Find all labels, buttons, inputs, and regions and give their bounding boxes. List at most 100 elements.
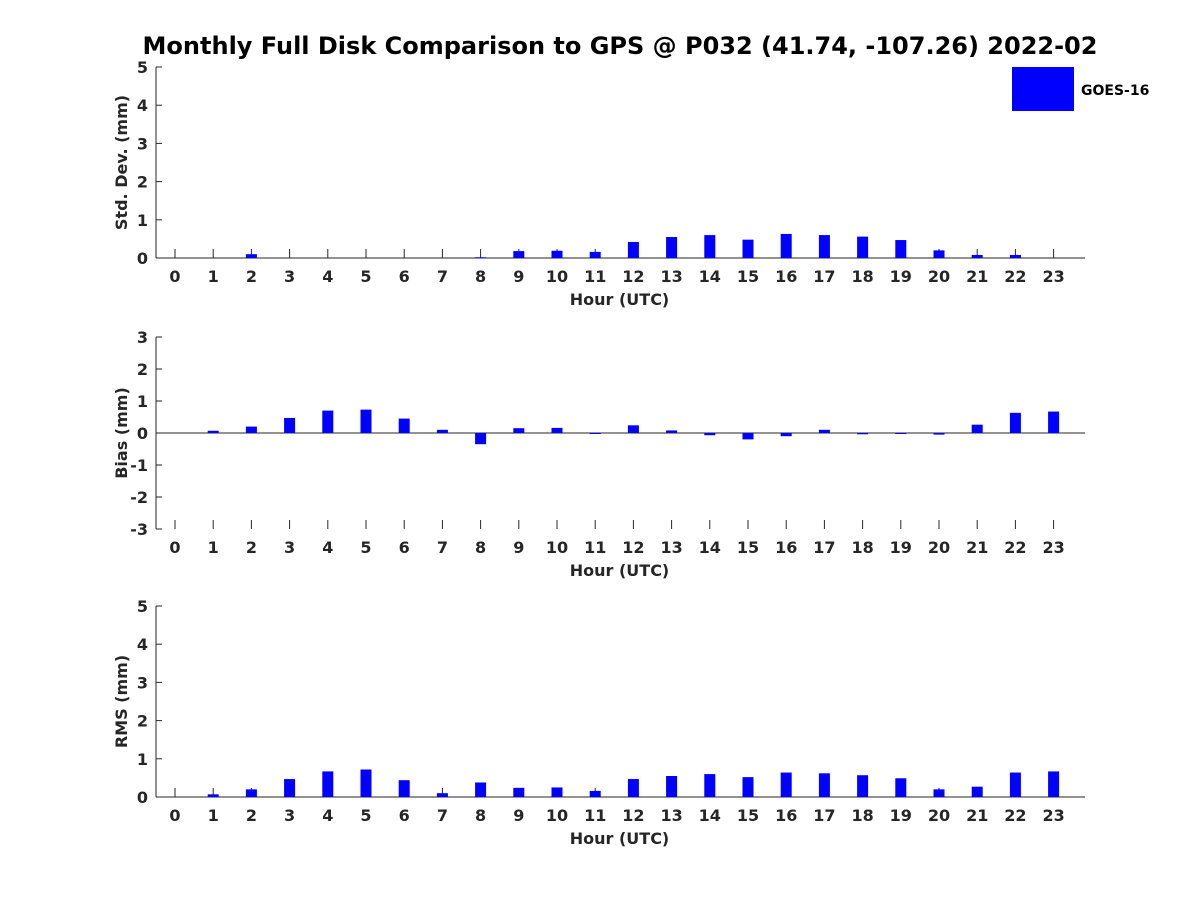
bar [933,433,945,435]
bar [551,250,563,258]
bar [284,417,296,433]
x-tick-label: 13 [660,267,682,286]
x-tick-label: 12 [622,267,644,286]
x-tick-label: 1 [208,806,219,825]
bar [857,433,869,435]
bar [780,233,792,258]
y-tick-label: -2 [130,488,148,507]
bar [284,779,296,797]
x-tick-label: 17 [813,538,835,557]
y-tick-label: 2 [137,712,148,731]
legend: GOES-16 [1012,67,1149,111]
bar [360,769,372,797]
x-tick-label: 7 [437,538,448,557]
bar [551,787,563,797]
x-tick-label: 3 [284,267,295,286]
bar [1009,254,1021,258]
x-tick-label: 14 [699,538,721,557]
y-tick-label: 5 [137,597,148,616]
bar [1009,772,1021,797]
bar [780,433,792,437]
bar [933,789,945,797]
x-tick-label: 16 [775,806,797,825]
bar [475,257,487,259]
bar [971,786,983,797]
y-tick-label: 4 [137,635,148,654]
x-tick-label: 16 [775,538,797,557]
x-tick-label: 16 [775,267,797,286]
y-tick-label: 0 [137,249,148,268]
bar [589,433,601,434]
x-tick-label: 20 [928,806,950,825]
x-tick-label: 23 [1042,806,1064,825]
x-tick-label: 11 [584,267,606,286]
bar [322,410,334,433]
bar [742,239,754,258]
x-axis-label: Hour (UTC) [570,561,670,580]
y-tick-label: 3 [137,328,148,347]
y-axis-label: RMS (mm) [112,655,131,748]
bar [360,409,372,433]
bar [398,780,410,797]
bar [513,428,525,433]
y-tick-label: -1 [130,456,148,475]
x-tick-label: 19 [890,806,912,825]
bar [704,433,716,436]
bar [857,775,869,797]
y-tick-label: 2 [137,360,148,379]
bar [551,427,563,433]
bar [666,236,678,258]
x-axis-label: Hour (UTC) [570,829,670,848]
bar [895,240,907,258]
x-tick-label: 19 [890,267,912,286]
bar [742,777,754,797]
x-tick-label: 12 [622,538,644,557]
x-tick-label: 10 [546,538,568,557]
y-tick-label: 1 [137,392,148,411]
x-tick-label: 21 [966,538,988,557]
bar [818,235,830,258]
x-tick-label: 14 [699,806,721,825]
x-tick-label: 18 [851,806,873,825]
y-tick-label: 0 [137,788,148,807]
bar [475,433,487,445]
legend-swatch [1012,67,1074,111]
bar [589,790,601,797]
bar [666,430,678,433]
x-tick-label: 3 [284,538,295,557]
bar [1048,771,1060,797]
x-tick-label: 6 [399,267,410,286]
x-axis-label: Hour (UTC) [570,290,670,309]
x-tick-label: 12 [622,806,644,825]
x-tick-label: 2 [246,806,257,825]
x-tick-label: 4 [322,538,333,557]
bar [818,773,830,797]
x-tick-label: 9 [513,267,524,286]
x-tick-label: 0 [169,806,180,825]
x-tick-label: 5 [360,806,371,825]
x-tick-label: 15 [737,806,759,825]
x-tick-label: 2 [246,267,257,286]
bar [895,778,907,797]
x-tick-label: 22 [1004,267,1026,286]
bar [971,424,983,433]
bar [589,251,601,258]
x-tick-label: 22 [1004,538,1026,557]
y-axis-label: Bias (mm) [112,387,131,479]
x-tick-label: 11 [584,806,606,825]
x-tick-label: 5 [360,538,371,557]
y-tick-label: 0 [137,424,148,443]
x-tick-label: 18 [851,538,873,557]
x-tick-label: 6 [399,806,410,825]
x-tick-label: 11 [584,538,606,557]
x-tick-label: 23 [1042,538,1064,557]
y-tick-label: 4 [137,96,148,115]
x-tick-label: 1 [208,267,219,286]
bar [207,430,219,433]
x-tick-label: 10 [546,806,568,825]
bar [245,789,257,797]
